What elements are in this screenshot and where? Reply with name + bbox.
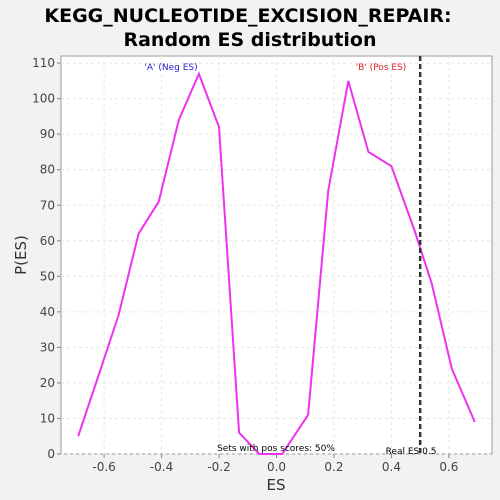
chart-title-line-1: KEGG_NUCLEOTIDE_EXCISION_REPAIR:	[44, 5, 451, 27]
x-axis-ticks: -0.6 -0.4 -0.2 0.0 0.2 0.4 0.6	[92, 454, 458, 474]
x-axis-title: ES	[267, 476, 286, 494]
pos-scores-fraction-label: Sets with pos scores: 50%	[217, 444, 335, 454]
y-tick-label: 100	[32, 92, 55, 106]
x-tick-label: 0.4	[382, 460, 401, 474]
chart-title-line-2: Random ES distribution	[123, 29, 376, 51]
y-tick-label: 30	[40, 340, 55, 354]
y-tick-label: 70	[40, 198, 55, 212]
y-tick-label: 20	[40, 376, 55, 390]
y-tick-label: 10	[40, 411, 55, 425]
y-tick-label: 110	[32, 56, 55, 70]
y-tick-label: 0	[47, 447, 55, 461]
x-tick-label: 0.2	[324, 460, 343, 474]
x-tick-label: 0.0	[267, 460, 286, 474]
x-tick-label: -0.6	[92, 460, 115, 474]
y-tick-label: 60	[40, 234, 55, 248]
real-es-label: Real ES 0.5	[386, 447, 437, 457]
es-distribution-line	[77, 71, 476, 455]
x-tick-label: 0.6	[439, 460, 458, 474]
y-tick-label: 90	[40, 127, 55, 141]
y-tick-label: 80	[40, 163, 55, 177]
y-axis-ticks: 0 10 20 30 40 50 60 70 80 90 100 110	[32, 56, 61, 461]
neg-es-label: 'A' (Neg ES)	[144, 63, 197, 73]
y-tick-label: 50	[40, 269, 55, 283]
pos-es-label: 'B' (Pos ES)	[356, 63, 407, 73]
y-tick-label: 40	[40, 305, 55, 319]
grid	[61, 56, 492, 455]
x-tick-label: -0.2	[207, 460, 230, 474]
y-axis-title: P(ES)	[12, 235, 30, 275]
x-tick-label: -0.4	[150, 460, 173, 474]
